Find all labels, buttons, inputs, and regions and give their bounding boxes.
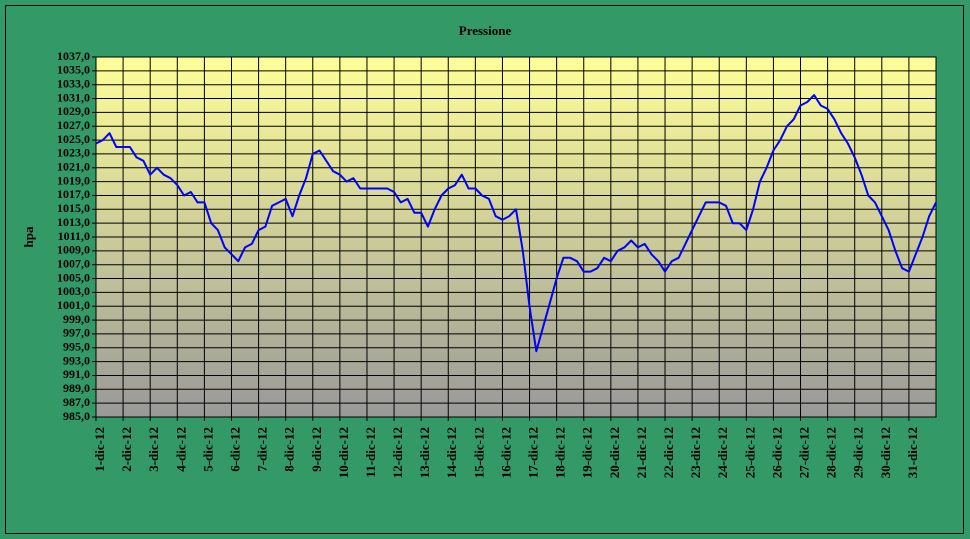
- data-line: [95, 94, 937, 353]
- y-tick-label: 1027,0: [57, 118, 90, 132]
- y-tick-label: 989,0: [63, 381, 90, 395]
- y-tick-label: 999,0: [63, 312, 90, 326]
- y-tick-label: 1013,0: [57, 215, 90, 229]
- plot-border: [95, 56, 937, 418]
- x-tick-label: 17-dic-12: [526, 427, 541, 478]
- x-tick-label: 31-dic-12: [905, 427, 920, 478]
- y-tick-label: 1019,0: [57, 173, 90, 187]
- x-tick-label: 2-dic-12: [119, 427, 134, 472]
- x-tick-label: 4-dic-12: [173, 427, 188, 472]
- y-tick-label: 1023,0: [57, 146, 90, 160]
- y-tick-label: 1011,0: [58, 229, 90, 243]
- y-tick-label: 1007,0: [57, 256, 90, 270]
- x-tick-label: 10-dic-12: [336, 427, 351, 478]
- y-tick-label: 991,0: [63, 367, 90, 381]
- y-axis-label: hpa: [21, 226, 36, 247]
- y-tick-label: 1001,0: [57, 298, 90, 312]
- x-tick-label: 11-dic-12: [363, 427, 378, 478]
- y-tick-label: 1035,0: [57, 63, 90, 77]
- x-tick-label: 24-dic-12: [715, 427, 730, 478]
- x-tick-label: 28-dic-12: [824, 427, 839, 478]
- y-tick-label: 985,0: [63, 409, 90, 423]
- x-tick-label: 29-dic-12: [851, 427, 866, 478]
- x-tick-label: 3-dic-12: [146, 427, 161, 472]
- y-tick-label: 1015,0: [57, 201, 90, 215]
- x-tick-label: 30-dic-12: [878, 427, 893, 478]
- frame: [5, 5, 964, 534]
- y-tick-label: 1021,0: [57, 160, 90, 174]
- y-tick-label: 1003,0: [57, 284, 90, 298]
- x-tick-label: 23-dic-12: [688, 427, 703, 478]
- y-tick-label: 1025,0: [57, 132, 90, 146]
- x-tick-label: 1-dic-12: [92, 427, 107, 472]
- x-tick-label: 18-dic-12: [553, 427, 568, 478]
- x-tick-label: 15-dic-12: [471, 427, 486, 478]
- y-tick-label: 997,0: [63, 326, 90, 340]
- x-tick-label: 5-dic-12: [200, 427, 215, 472]
- y-tick-label: 1005,0: [57, 270, 90, 284]
- x-tick-label: 22-dic-12: [661, 427, 676, 478]
- x-tick-label: 27-dic-12: [797, 427, 812, 478]
- y-tick-label: 987,0: [63, 395, 90, 409]
- y-tick-label: 1017,0: [57, 187, 90, 201]
- y-tick-label: 1009,0: [57, 243, 90, 257]
- x-tick-label: 12-dic-12: [390, 427, 405, 478]
- x-tick-label: 16-dic-12: [498, 427, 513, 478]
- x-tick-label: 9-dic-12: [309, 427, 324, 472]
- x-tick-label: 6-dic-12: [227, 427, 242, 472]
- y-tick-label: 1033,0: [57, 76, 90, 90]
- x-tick-label: 7-dic-12: [255, 427, 270, 472]
- x-tick-label: 14-dic-12: [444, 427, 459, 478]
- y-tick-label: 1031,0: [57, 90, 90, 104]
- x-tick-label: 21-dic-12: [634, 427, 649, 478]
- x-tick-label: 13-dic-12: [417, 427, 432, 478]
- x-tick-label: 25-dic-12: [742, 427, 757, 478]
- y-tick-label: 1037,0: [57, 49, 90, 63]
- y-tick-label: 995,0: [63, 340, 90, 354]
- y-tick-label: 993,0: [63, 353, 90, 367]
- x-tick-label: 26-dic-12: [769, 427, 784, 478]
- x-tick-label: 8-dic-12: [282, 427, 297, 472]
- y-tick-label: 1029,0: [57, 104, 90, 118]
- chart-title: Pressione: [459, 23, 512, 38]
- x-tick-label: 20-dic-12: [607, 427, 622, 478]
- x-tick-label: 19-dic-12: [580, 427, 595, 478]
